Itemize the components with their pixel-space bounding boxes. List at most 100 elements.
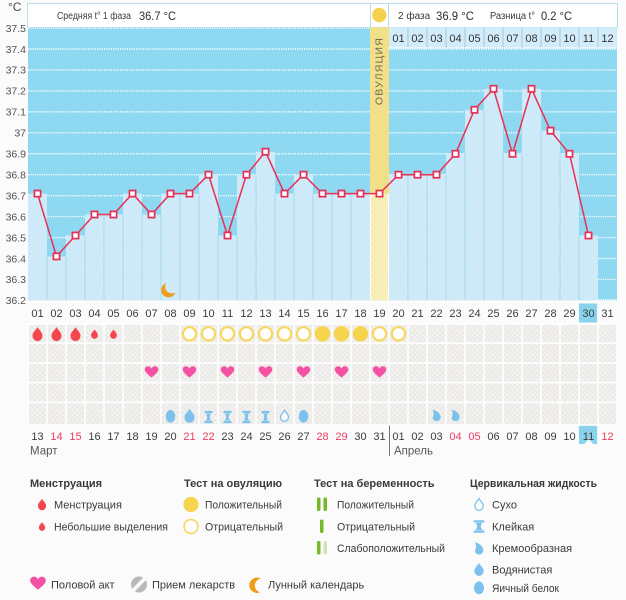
svg-text:Водянистая: Водянистая — [492, 565, 552, 577]
svg-text:36.8: 36.8 — [6, 170, 27, 182]
svg-text:08: 08 — [525, 431, 537, 443]
svg-text:08: 08 — [164, 308, 176, 320]
svg-text:06: 06 — [487, 33, 499, 45]
svg-text:22: 22 — [430, 308, 442, 320]
svg-text:Менструация: Менструация — [54, 500, 122, 512]
svg-text:Слабоположительный: Слабоположительный — [337, 543, 445, 555]
svg-text:36.7: 36.7 — [6, 190, 27, 202]
svg-text:36.3: 36.3 — [6, 274, 27, 286]
svg-text:Апрель: Апрель — [394, 446, 433, 458]
svg-text:10: 10 — [563, 431, 575, 443]
svg-text:26: 26 — [278, 431, 290, 443]
svg-text:06: 06 — [126, 308, 138, 320]
svg-text:12: 12 — [240, 308, 252, 320]
svg-text:Сухо: Сухо — [492, 500, 517, 512]
svg-text:28: 28 — [544, 308, 556, 320]
svg-text:11: 11 — [583, 431, 594, 443]
svg-text:24: 24 — [468, 308, 480, 320]
svg-text:Яичный белок: Яичный белок — [492, 583, 559, 595]
svg-text:37.3: 37.3 — [6, 65, 27, 77]
svg-text:37.1: 37.1 — [6, 107, 27, 119]
svg-text:09: 09 — [544, 33, 556, 45]
svg-text:13: 13 — [259, 308, 271, 320]
svg-text:27: 27 — [297, 431, 309, 443]
svg-text:36.7 °C: 36.7 °C — [139, 9, 176, 23]
svg-text:Положительный: Положительный — [205, 500, 282, 512]
svg-text:01: 01 — [31, 308, 43, 320]
svg-text:03: 03 — [430, 33, 442, 45]
svg-text:°C: °C — [8, 0, 22, 14]
svg-text:Цервикальная жидкость: Цервикальная жидкость — [470, 478, 597, 490]
svg-text:23: 23 — [449, 308, 461, 320]
svg-text:37.2: 37.2 — [6, 86, 27, 98]
svg-text:06: 06 — [487, 431, 499, 443]
svg-text:21: 21 — [411, 308, 423, 320]
svg-text:30: 30 — [354, 431, 366, 443]
svg-text:Тест на овуляцию: Тест на овуляцию — [184, 478, 282, 490]
svg-text:27: 27 — [525, 308, 537, 320]
svg-text:Небольшие выделения: Небольшие выделения — [54, 522, 168, 534]
svg-text:05: 05 — [468, 33, 480, 45]
svg-text:Март: Март — [30, 446, 58, 458]
svg-text:03: 03 — [430, 431, 442, 443]
svg-text:2 фаза: 2 фаза — [398, 10, 431, 22]
svg-text:04: 04 — [88, 308, 100, 320]
svg-text:Кремообразная: Кремообразная — [492, 543, 572, 555]
svg-text:36.5: 36.5 — [6, 232, 27, 244]
svg-text:37.5: 37.5 — [6, 23, 27, 35]
svg-text:31: 31 — [601, 308, 613, 320]
svg-text:10: 10 — [563, 33, 575, 45]
svg-text:12: 12 — [601, 431, 613, 443]
svg-text:03: 03 — [69, 308, 81, 320]
svg-text:02: 02 — [411, 431, 423, 443]
svg-text:Прием лекарств: Прием лекарств — [152, 580, 235, 592]
svg-text:37: 37 — [14, 128, 26, 140]
svg-text:01: 01 — [392, 431, 404, 443]
svg-text:25: 25 — [487, 308, 499, 320]
svg-text:10: 10 — [202, 308, 214, 320]
svg-text:Менструация: Менструация — [30, 478, 102, 490]
svg-text:28: 28 — [316, 431, 328, 443]
svg-text:18: 18 — [354, 308, 366, 320]
svg-text:09: 09 — [183, 308, 195, 320]
svg-text:04: 04 — [449, 33, 461, 45]
svg-text:16: 16 — [316, 308, 328, 320]
svg-text:04: 04 — [449, 431, 461, 443]
svg-text:37.4: 37.4 — [6, 44, 27, 56]
svg-text:05: 05 — [468, 431, 480, 443]
svg-text:14: 14 — [50, 431, 62, 443]
svg-text:23: 23 — [221, 431, 233, 443]
svg-text:15: 15 — [69, 431, 81, 443]
svg-text:12: 12 — [601, 33, 613, 45]
svg-text:11: 11 — [583, 33, 594, 45]
svg-text:Клейкая: Клейкая — [492, 522, 534, 534]
svg-text:20: 20 — [164, 431, 176, 443]
svg-text:02: 02 — [411, 33, 423, 45]
svg-text:13: 13 — [31, 431, 43, 443]
svg-text:29: 29 — [563, 308, 575, 320]
svg-text:15: 15 — [297, 308, 309, 320]
svg-text:14: 14 — [278, 308, 290, 320]
svg-text:20: 20 — [392, 308, 404, 320]
svg-text:36.2: 36.2 — [6, 295, 27, 307]
svg-text:17: 17 — [335, 308, 347, 320]
svg-text:11: 11 — [222, 308, 233, 320]
svg-text:22: 22 — [202, 431, 214, 443]
svg-text:Средняя t° 1 фаза: Средняя t° 1 фаза — [57, 10, 131, 22]
svg-text:31: 31 — [373, 431, 385, 443]
svg-text:36.4: 36.4 — [6, 253, 27, 265]
svg-text:07: 07 — [506, 431, 518, 443]
svg-text:05: 05 — [107, 308, 119, 320]
svg-text:08: 08 — [525, 33, 537, 45]
svg-text:30: 30 — [582, 308, 594, 320]
svg-text:29: 29 — [335, 431, 347, 443]
svg-text:18: 18 — [126, 431, 138, 443]
svg-text:25: 25 — [259, 431, 271, 443]
svg-text:36.6: 36.6 — [6, 211, 27, 223]
svg-text:01: 01 — [392, 33, 404, 45]
svg-text:07: 07 — [506, 33, 518, 45]
svg-text:36.9: 36.9 — [6, 149, 27, 161]
svg-text:Разница t°: Разница t° — [490, 11, 535, 22]
svg-text:Лунный календарь: Лунный календарь — [268, 580, 365, 592]
svg-text:36.9 °C: 36.9 °C — [436, 9, 474, 23]
